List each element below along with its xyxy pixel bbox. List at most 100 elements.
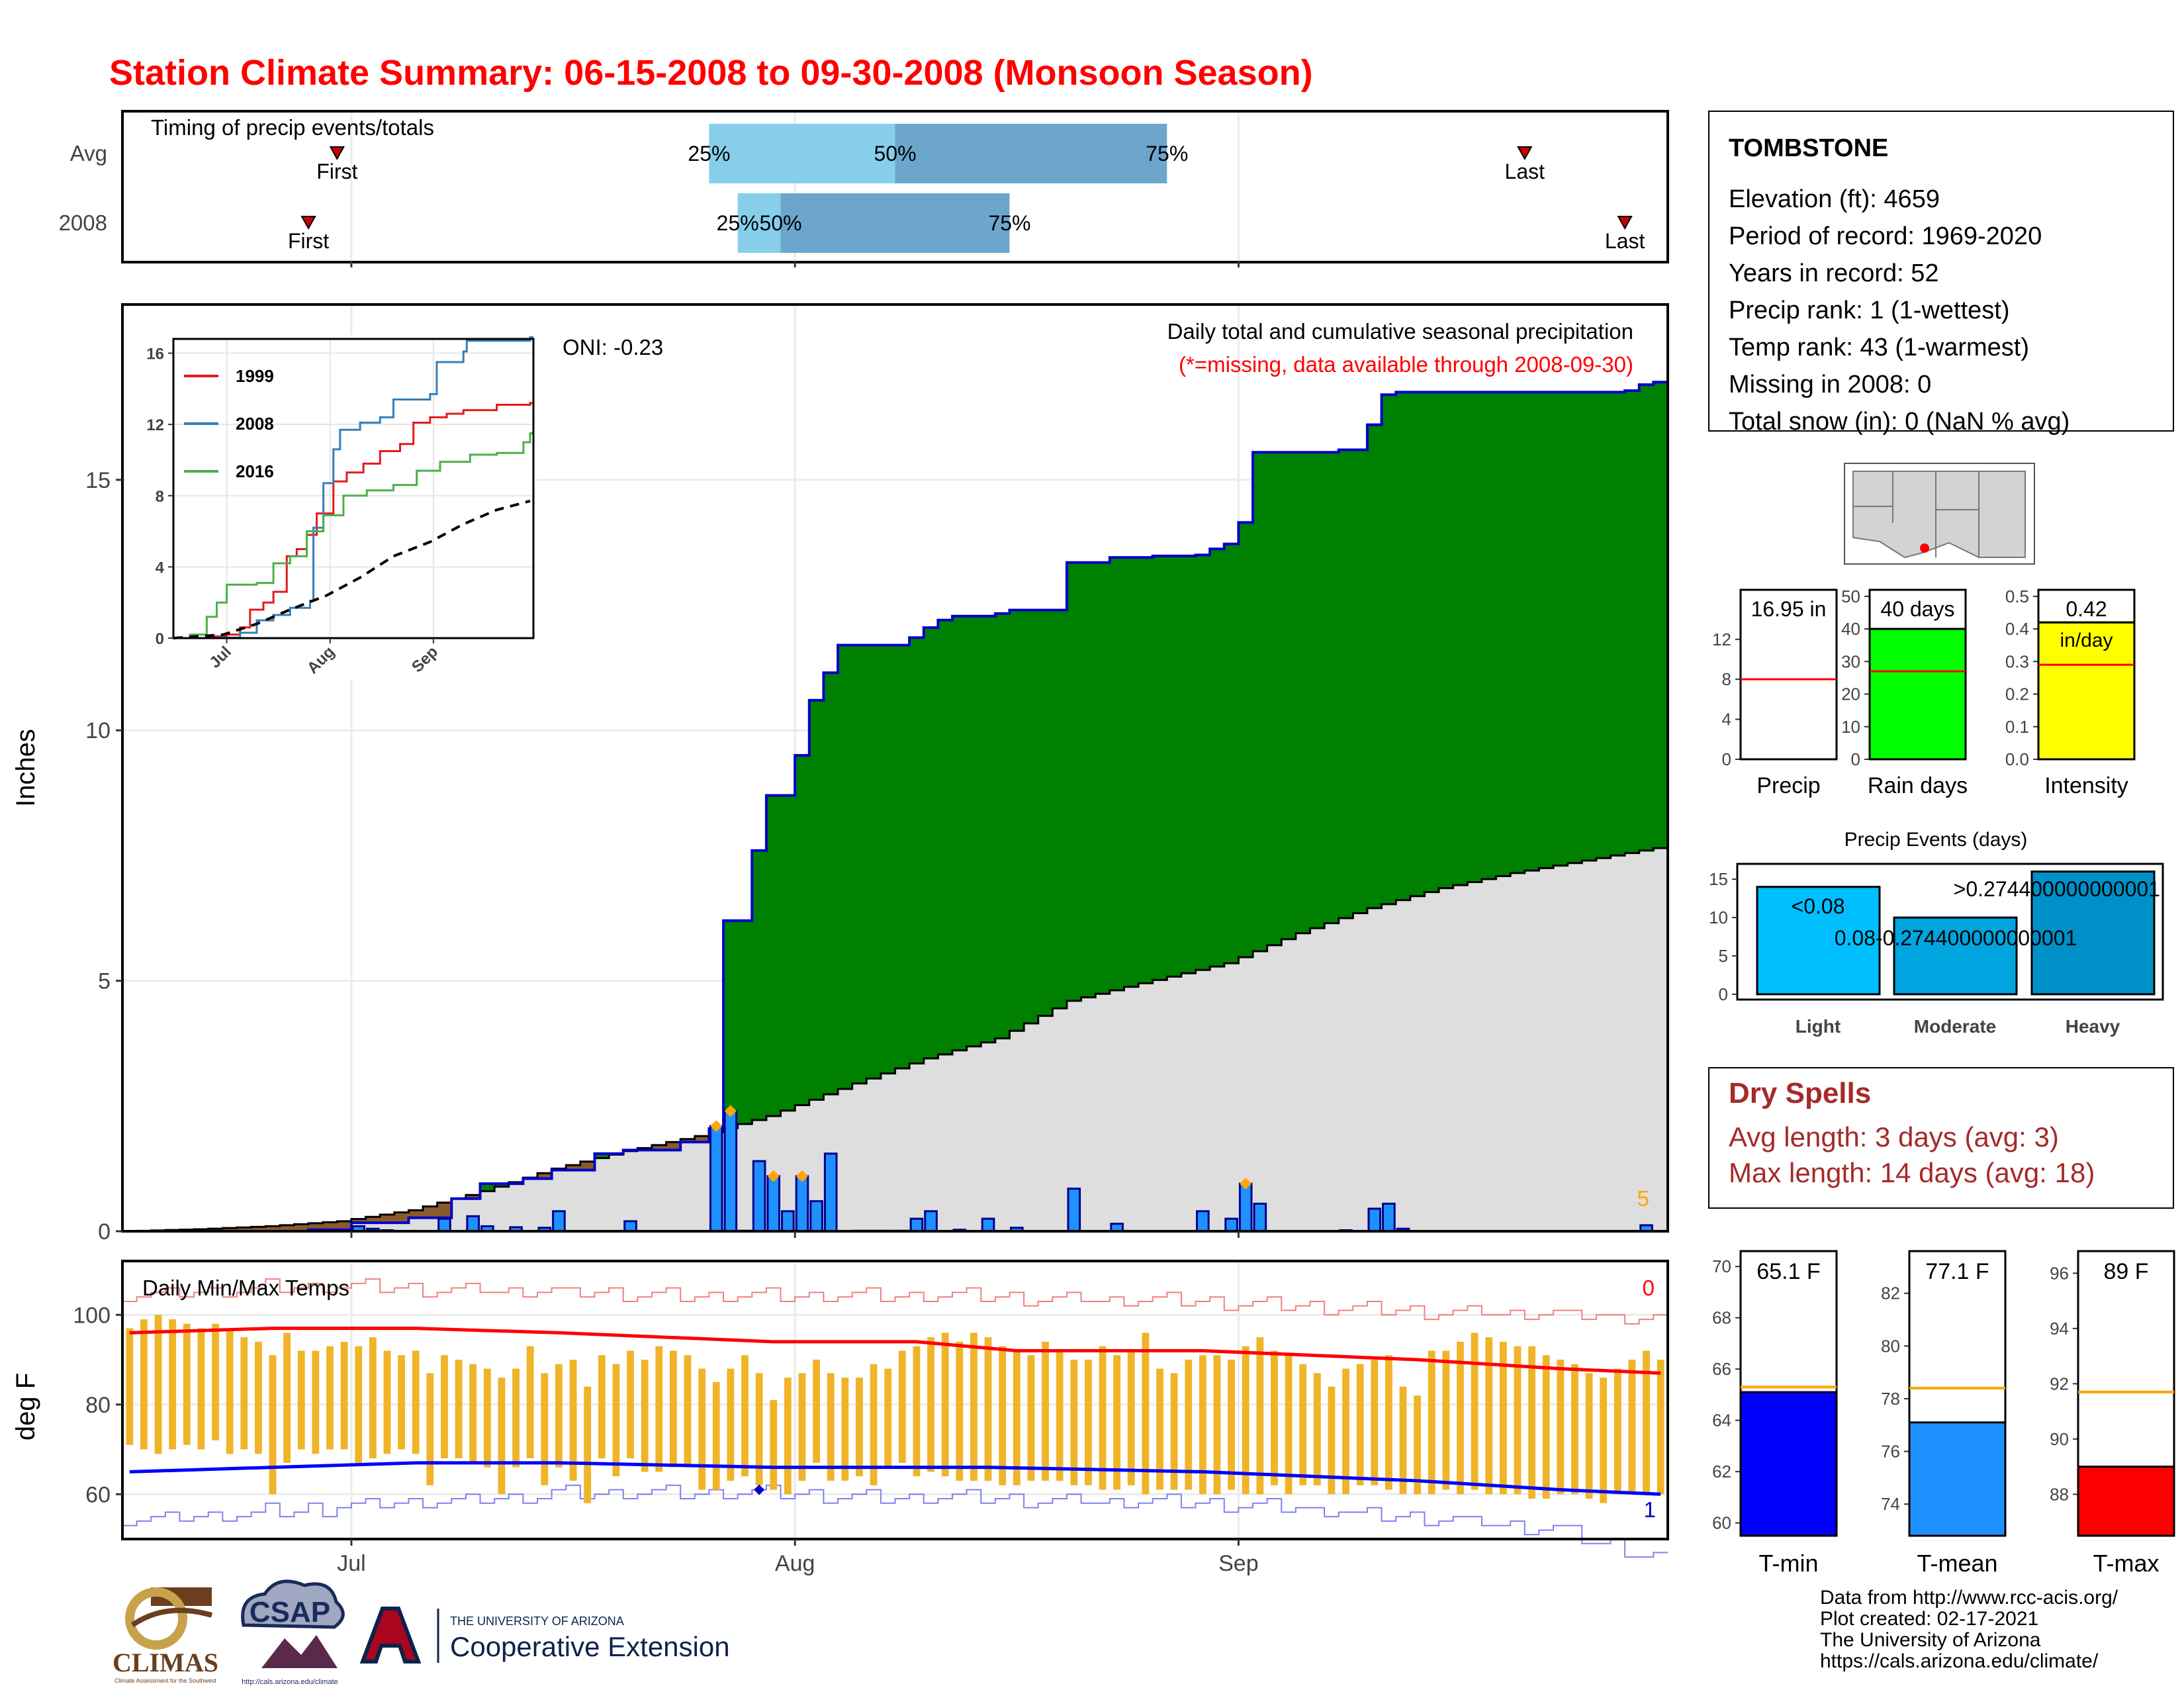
daily-temp-bar (1042, 1341, 1049, 1481)
station-name: TOMBSTONE (1729, 134, 1888, 162)
daily-temp-bar (1471, 1333, 1479, 1490)
station-frame (1708, 111, 2174, 432)
daily-record-marker (1240, 1178, 1252, 1190)
mini-ytick-label: 0.0 (2005, 749, 2029, 769)
daily-precip-bar (1196, 1210, 1210, 1233)
daily-temp-bar (669, 1350, 677, 1468)
daily-temp-bar (1442, 1350, 1450, 1490)
timing-row-avg-label: Avg (70, 141, 107, 165)
mini-ytick-label: 0.3 (2005, 651, 2029, 671)
mini-ytick-label: 40 (1841, 619, 1860, 639)
average-cumulative-line (122, 847, 1668, 1233)
daily-temp-bar (1385, 1355, 1392, 1490)
daily-temp-bar (684, 1355, 692, 1468)
average-min-line (129, 1461, 1661, 1496)
daily-temp-bar (584, 1386, 592, 1503)
dry-spells-title: Dry Spells (1729, 1077, 1871, 1109)
station-detail-6: Total snow (in): 0 (NaN % avg) (1729, 408, 2070, 436)
daily-temp-bar (1428, 1350, 1435, 1495)
daily-temp-bar (1542, 1355, 1550, 1499)
precip-y-label: Inches (11, 729, 40, 807)
first-label-Avg: First (316, 160, 357, 183)
daily-temp-bar (1242, 1346, 1250, 1495)
record-low-marker (754, 1484, 765, 1495)
surplus-fill (451, 382, 1668, 1199)
daily-temp-bar (526, 1346, 534, 1459)
precip-panel: 0 5 10 15 Inches Daily total and cumulative… (11, 303, 1669, 1244)
daily-temp-bar (140, 1319, 148, 1450)
inset-ytick-label-2: 8 (156, 488, 164, 506)
daily-temp-bar (1328, 1386, 1336, 1495)
season-mini-bars: 0 4 8 12 16.95 in Precip 0 10 20 30 40 50 40 days Rai… (1712, 586, 2136, 798)
temp-mini-ytick-label: 90 (2050, 1429, 2069, 1449)
temp-mini-value-T-max: 89 F (2103, 1259, 2148, 1284)
daily-temp-bar (612, 1364, 620, 1477)
inset-line-1999 (173, 402, 533, 639)
temp-mini-ytick-label: 78 (1881, 1389, 1900, 1409)
inset-legend-label-2008: 2008 (236, 414, 274, 434)
daily-precip-bar (823, 1152, 838, 1233)
daily-precip-bar (552, 1210, 566, 1233)
daily-temp-bar (741, 1355, 749, 1477)
daily-temp-bar (169, 1319, 177, 1450)
station-detail-4: Temp rank: 43 (1-warmest) (1729, 334, 2029, 361)
daily-temp-bar (283, 1333, 291, 1463)
events-ytick-label: 15 (1709, 869, 1728, 889)
mini-label-Rain days: Rain days (1868, 773, 1968, 798)
inset-legend: 1999 2008 2016 (184, 366, 274, 481)
daily-temp-bar (784, 1378, 792, 1495)
mini-ytick-label: 20 (1841, 684, 1860, 704)
daily-temp-bar (770, 1400, 778, 1490)
daily-record-marker (767, 1170, 780, 1182)
inset-bg (126, 335, 537, 679)
temp-mini-ytick-label: 76 (1881, 1442, 1900, 1462)
precip-frame (121, 303, 1669, 1233)
daily-temp-bar (1571, 1364, 1578, 1495)
precip-ytick-label-0: 0 (98, 1219, 111, 1244)
daily-precip-bar (981, 1217, 995, 1233)
mini-value-Precip: 16.95 in (1751, 597, 1827, 621)
station-detail-5: Missing in 2008: 0 (1729, 371, 1931, 399)
daily-temp-bar (1056, 1350, 1064, 1481)
mini-ytick-label: 0.5 (2005, 586, 2029, 606)
daily-temp-bar (154, 1315, 162, 1454)
inset-average-line (173, 499, 531, 639)
daily-temp-bar (1399, 1386, 1407, 1495)
daily-temp-bar (641, 1360, 649, 1472)
first-marker-icon (329, 146, 345, 161)
daily-temp-bar (1013, 1350, 1021, 1485)
daily-temp-bar (798, 1373, 806, 1481)
climas-sun-icon (125, 1587, 187, 1650)
timing-p75-label-Avg: 75% (1146, 142, 1188, 165)
events-category-Light: Light (1796, 1016, 1841, 1037)
daily-temp-bar (1585, 1373, 1593, 1499)
temp-mini-ytick-label: 88 (2050, 1484, 2069, 1504)
events-ytick-label: 0 (1719, 984, 1728, 1004)
precip-panel-subtitle: (*=missing, data available through 2008-… (1179, 352, 1633, 377)
ua-a-icon (359, 1607, 422, 1664)
daily-temp-bar (970, 1333, 978, 1481)
daily-temp-bar (555, 1364, 563, 1468)
daily-temp-bar (1614, 1368, 1621, 1495)
events-category-Moderate: Moderate (1914, 1016, 1996, 1037)
daily-temp-bar (1285, 1355, 1293, 1495)
page-title: Station Climate Summary: 06-15-2008 to 0… (109, 53, 1313, 93)
daily-temp-bar (183, 1323, 191, 1445)
month-label-Jul: Jul (337, 1551, 365, 1576)
daily-temp-bar (383, 1350, 391, 1454)
events-bar-Moderate (1893, 916, 2018, 996)
daily-precip-bar (909, 1217, 924, 1233)
timing-q2-bar-2008 (780, 193, 1010, 253)
csap-logo-subtext: http://cals.arizona.edu/climate (242, 1678, 338, 1686)
daily-temp-bar (541, 1373, 549, 1485)
inset-legend-label-1999: 1999 (236, 366, 274, 386)
mini-ytick-label: 8 (1722, 669, 1731, 689)
daily-temp-bar (698, 1368, 706, 1490)
temp-missing-min: 1 (1644, 1497, 1656, 1522)
station-detail-0: Elevation (ft): 4659 (1729, 185, 1940, 213)
average-max-line (129, 1327, 1661, 1375)
events-category-Heavy: Heavy (2066, 1016, 2120, 1037)
